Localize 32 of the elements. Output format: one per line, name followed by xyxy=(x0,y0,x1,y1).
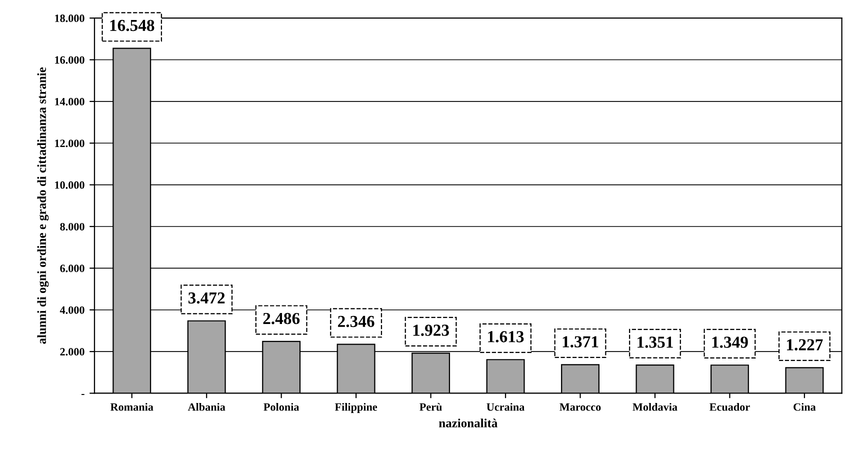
x-tick-label: Cina xyxy=(794,402,816,411)
y-tick-label: 6.000 xyxy=(60,264,84,272)
y-tick-label: - xyxy=(81,394,84,395)
data-label: 1.227 xyxy=(787,339,823,350)
y-tick-label: 14.000 xyxy=(55,98,84,106)
x-tick-label: Romania xyxy=(110,402,154,411)
data-label: 2.346 xyxy=(338,316,374,328)
x-tick-label: Moldavia xyxy=(632,402,678,411)
data-label: 1.351 xyxy=(638,336,673,348)
data-label: 1.613 xyxy=(488,331,524,342)
y-tick-label: 10.000 xyxy=(55,181,84,189)
y-tick-label: 16.000 xyxy=(55,56,84,64)
x-axis-title: nazionalità xyxy=(438,418,498,428)
y-tick-label: 8.000 xyxy=(60,222,84,231)
x-tick-label: Ecuador xyxy=(710,402,750,411)
x-tick-label: Filippine xyxy=(334,402,378,414)
x-tick-label: Polonia xyxy=(264,402,300,411)
data-label: 1.349 xyxy=(712,336,748,348)
data-label: 3.472 xyxy=(188,292,225,304)
x-tick-label: Marocco xyxy=(560,403,601,411)
y-tick-label: 4.000 xyxy=(60,306,84,314)
x-tick-label: Ucraina xyxy=(486,402,524,411)
x-tick-label: Albania xyxy=(188,402,226,411)
y-axis-title: alunni di ogni ordine e grado di cittadinanza stranie xyxy=(37,67,49,344)
data-label: 1.923 xyxy=(413,324,449,336)
x-tick-label: Perù xyxy=(420,402,442,411)
y-tick-label: 12.000 xyxy=(55,140,84,148)
y-tick-label: 18.000 xyxy=(55,14,84,22)
data-label: 16.548 xyxy=(110,20,154,32)
data-label: 1.371 xyxy=(562,336,598,348)
data-label: 2.486 xyxy=(263,312,300,324)
y-tick-label: 2.000 xyxy=(60,348,84,356)
